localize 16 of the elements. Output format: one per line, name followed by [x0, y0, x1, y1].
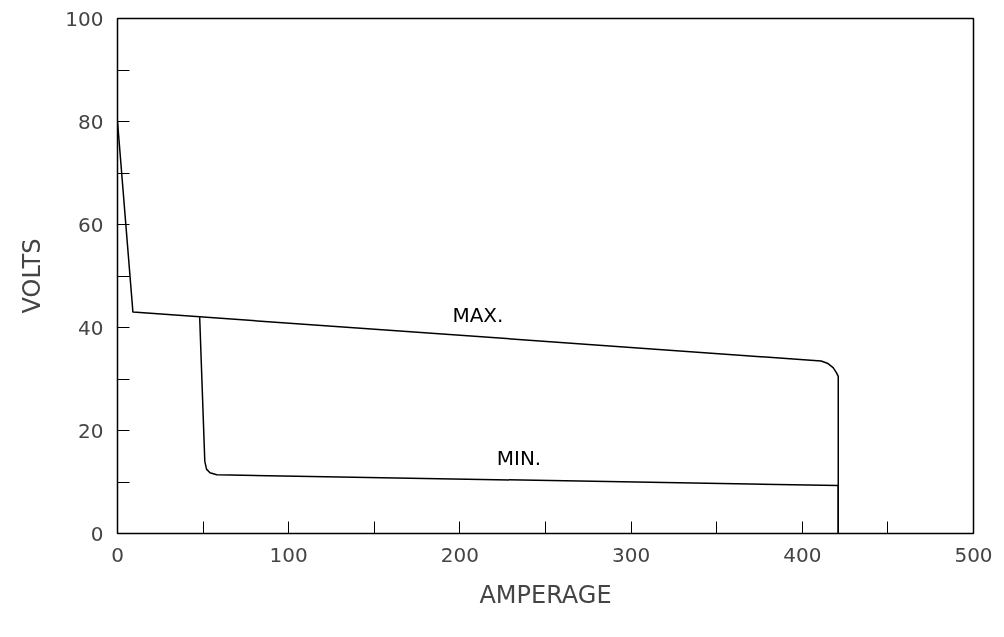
- y-tick-label: 100: [65, 6, 104, 31]
- x-axis-title: AMPERAGE: [479, 580, 612, 609]
- y-axis-title: VOLTS: [18, 238, 47, 314]
- x-tick-label: 200: [440, 542, 479, 567]
- series-label: MAX.: [452, 302, 504, 327]
- y-tick-label: 20: [78, 418, 104, 443]
- y-tick-label: 80: [78, 109, 104, 134]
- x-tick-label: 300: [612, 542, 651, 567]
- y-tick-label: 0: [90, 521, 104, 546]
- y-tick-label: 60: [78, 212, 104, 237]
- x-tick-label: 500: [954, 542, 993, 567]
- x-tick-label: 0: [111, 542, 124, 567]
- x-tick-label: 400: [783, 542, 822, 567]
- series-label: MIN.: [496, 446, 542, 471]
- x-tick-label: 100: [269, 542, 308, 567]
- y-tick-label: 40: [78, 315, 104, 340]
